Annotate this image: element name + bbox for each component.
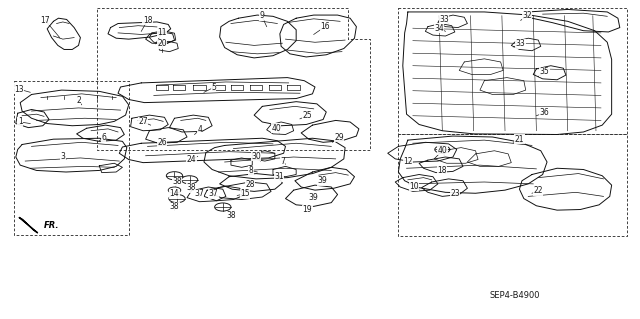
Text: 38: 38 bbox=[187, 183, 196, 192]
Text: 33: 33 bbox=[516, 39, 525, 48]
Text: 14: 14 bbox=[170, 189, 179, 198]
Text: 17: 17 bbox=[40, 16, 50, 25]
Text: 23: 23 bbox=[450, 189, 460, 198]
Text: 13: 13 bbox=[14, 85, 24, 94]
Text: 38: 38 bbox=[172, 177, 182, 186]
Text: 4: 4 bbox=[197, 125, 202, 134]
Text: SEP4-B4900: SEP4-B4900 bbox=[489, 291, 540, 300]
Text: 10: 10 bbox=[409, 182, 419, 190]
Text: 28: 28 bbox=[245, 180, 255, 189]
Text: 5: 5 bbox=[211, 83, 216, 92]
Text: 8: 8 bbox=[248, 166, 253, 175]
Polygon shape bbox=[19, 217, 38, 233]
Text: 35: 35 bbox=[540, 67, 549, 77]
Text: 40: 40 bbox=[271, 124, 281, 133]
Text: 37: 37 bbox=[209, 189, 218, 198]
Text: 20: 20 bbox=[157, 39, 167, 48]
Text: 21: 21 bbox=[515, 135, 524, 144]
Text: 15: 15 bbox=[240, 189, 250, 198]
Text: 18: 18 bbox=[438, 166, 447, 175]
Text: 24: 24 bbox=[187, 155, 196, 164]
Text: 27: 27 bbox=[138, 117, 148, 127]
Text: 38: 38 bbox=[170, 202, 179, 211]
Text: 38: 38 bbox=[226, 211, 236, 220]
Text: 39: 39 bbox=[309, 192, 319, 202]
Text: 29: 29 bbox=[334, 133, 344, 142]
Text: FR.: FR. bbox=[44, 221, 60, 230]
Text: 9: 9 bbox=[259, 11, 264, 20]
Text: 2: 2 bbox=[76, 96, 81, 105]
Text: 30: 30 bbox=[251, 152, 261, 161]
Text: 22: 22 bbox=[534, 186, 543, 195]
Text: 11: 11 bbox=[157, 28, 166, 37]
Text: 37: 37 bbox=[194, 189, 204, 198]
Text: 7: 7 bbox=[280, 157, 285, 166]
Text: 12: 12 bbox=[403, 157, 413, 166]
Text: 1: 1 bbox=[18, 117, 22, 127]
Text: 34: 34 bbox=[435, 24, 444, 33]
Text: 6: 6 bbox=[101, 133, 106, 142]
Text: 16: 16 bbox=[320, 22, 330, 31]
Text: 40: 40 bbox=[437, 145, 447, 155]
Text: 19: 19 bbox=[303, 205, 312, 214]
Text: 31: 31 bbox=[275, 172, 284, 181]
Text: 39: 39 bbox=[317, 176, 328, 185]
Text: 25: 25 bbox=[303, 111, 312, 120]
Text: 36: 36 bbox=[540, 108, 549, 117]
Text: 3: 3 bbox=[60, 152, 65, 161]
Text: 26: 26 bbox=[157, 138, 167, 147]
Text: 33: 33 bbox=[439, 15, 449, 24]
Text: 18: 18 bbox=[143, 16, 152, 25]
Text: 32: 32 bbox=[522, 11, 532, 20]
